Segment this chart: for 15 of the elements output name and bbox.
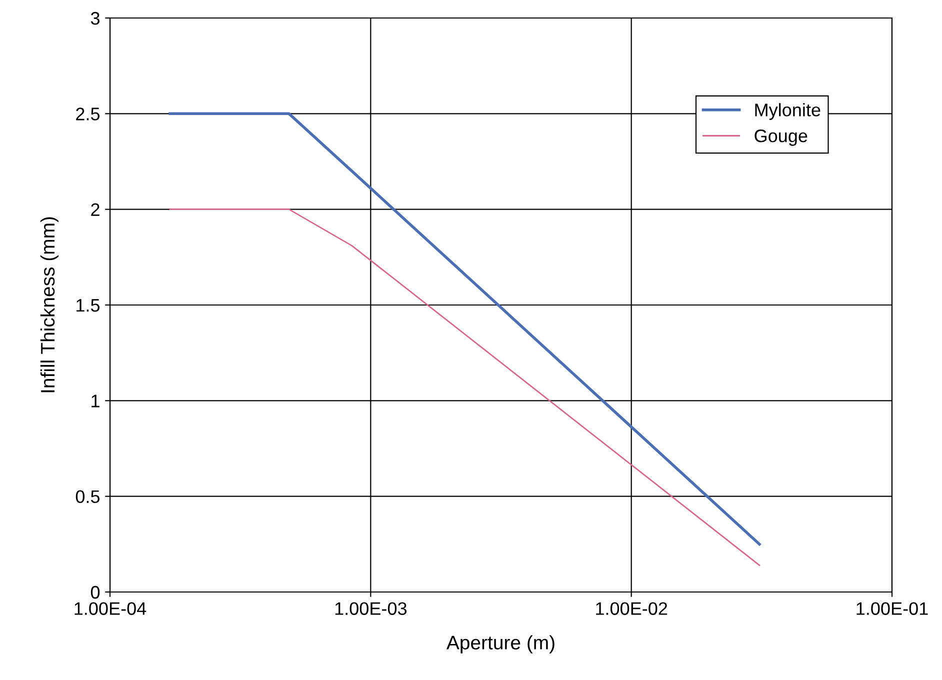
x-tick-label: 1.00E-01 bbox=[856, 602, 928, 615]
y-tick-label: 0 bbox=[90, 586, 100, 599]
legend-label: Mylonite bbox=[755, 103, 820, 120]
x-tick-label: 1.00E-03 bbox=[335, 602, 407, 615]
x-axis-title: Aperture (m) bbox=[446, 635, 554, 654]
y-tick-label: 1.5 bbox=[76, 299, 100, 312]
legend-label: Gouge bbox=[754, 129, 808, 146]
y-tick-label: 2.5 bbox=[76, 108, 100, 120]
x-tick-label: 1.00E-04 bbox=[74, 602, 146, 615]
y-tick-label: 2 bbox=[91, 203, 100, 216]
x-tick-label: 1.00E-02 bbox=[596, 602, 668, 615]
y-tick-label: 3 bbox=[90, 12, 100, 25]
y-tick-label: 0.5 bbox=[76, 490, 100, 504]
y-tick-label: 1 bbox=[92, 394, 100, 408]
y-axis-title: Infill Thickness (mm) bbox=[40, 217, 59, 392]
